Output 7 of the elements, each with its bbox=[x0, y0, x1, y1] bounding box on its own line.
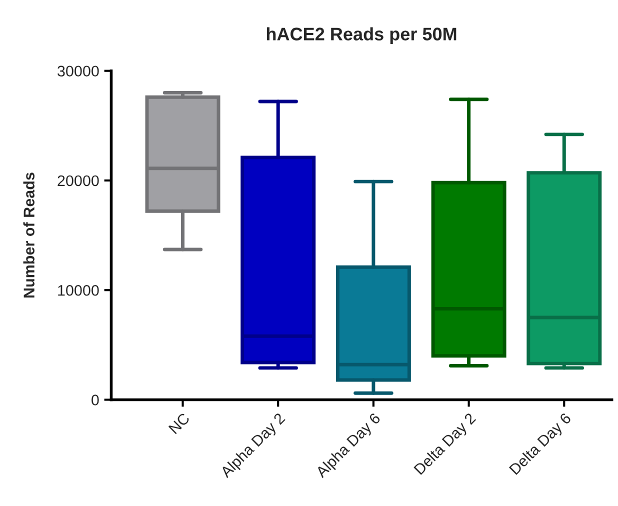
y-axis-title: Number of Reads bbox=[23, 172, 34, 298]
chart-title: hACE2 Reads per 50M bbox=[266, 27, 456, 44]
y-tick-label: 10000 bbox=[58, 284, 99, 296]
y-tick-label: 0 bbox=[92, 394, 99, 406]
x-tick-label: NC bbox=[168, 412, 190, 434]
y-tick-label: 30000 bbox=[58, 66, 99, 77]
y-tick-label: 20000 bbox=[58, 175, 99, 186]
